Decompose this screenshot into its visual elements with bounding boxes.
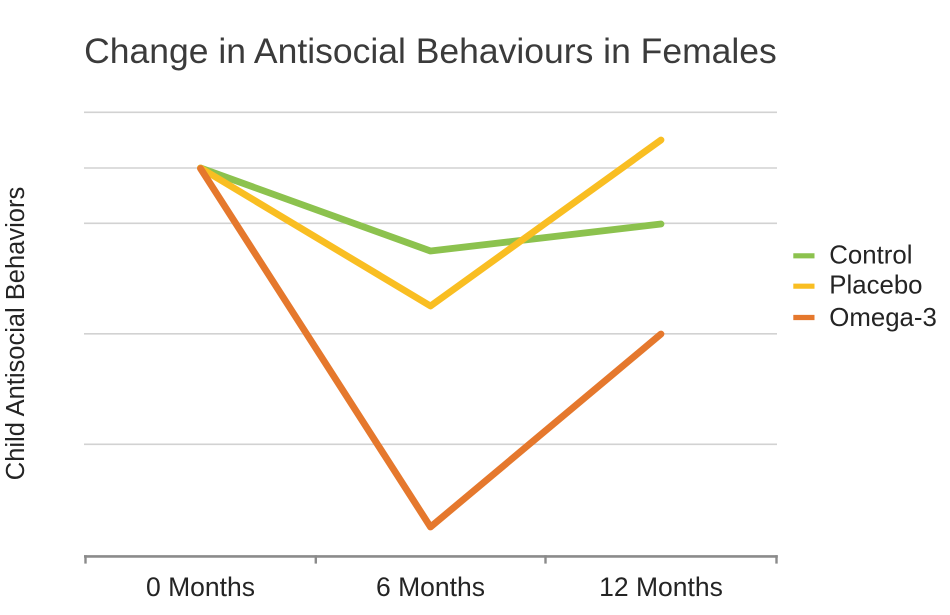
svg-text:Change in Antisocial Behaviour: Change in Antisocial Behaviours in Femal… (84, 31, 777, 71)
svg-text:Omega-3: Omega-3 (829, 304, 937, 332)
svg-text:Child Antisocial Behaviors: Child Antisocial Behaviors (2, 187, 30, 480)
svg-text:6 Months: 6 Months (376, 572, 485, 602)
svg-text:Placebo: Placebo (829, 272, 922, 300)
svg-text:12 Months: 12 Months (599, 572, 723, 602)
svg-text:0 Months: 0 Months (146, 572, 255, 602)
svg-text:Control: Control (829, 242, 912, 270)
